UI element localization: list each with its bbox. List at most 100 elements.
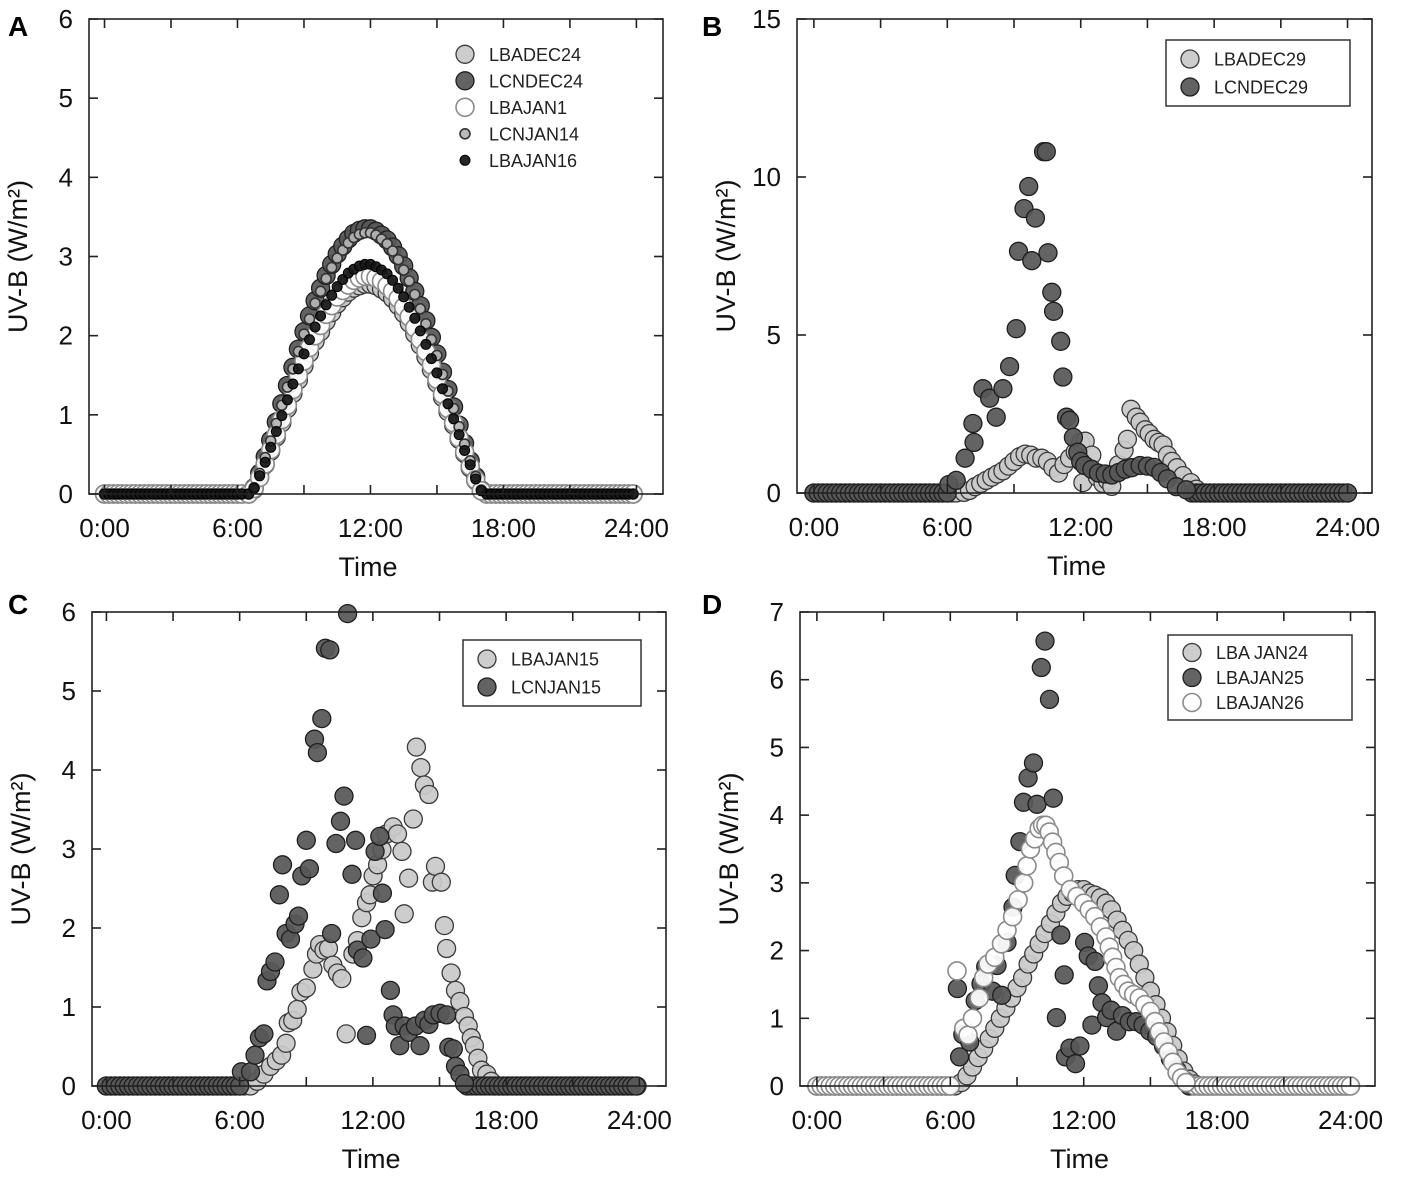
- data-point: [1017, 856, 1037, 876]
- data-point: [398, 868, 419, 888]
- y-tick-label: 1: [770, 1003, 784, 1033]
- data-point: [337, 603, 358, 624]
- legend: LBADEC24 LCNDEC24 LBAJAN1 LCNJAN14 LBAJAN16: [455, 44, 583, 171]
- data-point: [254, 1024, 274, 1044]
- data-point: [425, 353, 437, 365]
- data-point: [265, 952, 285, 972]
- y-tick-label: 2: [770, 936, 784, 966]
- data-point: [443, 1039, 463, 1059]
- data-point: [986, 407, 1006, 427]
- panel-b: B 0:00 6:00 12:00 18:00 24:00 0 5 10 15 Time UV-B (…: [702, 4, 1380, 581]
- legend-marker: [459, 128, 471, 140]
- y-axis-title: UV-B (W/m²): [3, 180, 33, 333]
- y-tick-label: 6: [62, 597, 76, 627]
- legend-marker: [455, 97, 475, 118]
- data-point: [403, 809, 423, 829]
- legend-label: LBADEC29: [1214, 50, 1306, 70]
- data-point: [403, 301, 415, 313]
- data-point: [1176, 1072, 1196, 1093]
- x-tick-label: 18:00: [1185, 1105, 1250, 1135]
- y-tick-label: 1: [59, 400, 73, 430]
- data-point: [448, 413, 460, 425]
- data-point: [409, 312, 421, 324]
- data-point: [325, 261, 338, 274]
- data-point: [240, 1062, 261, 1082]
- legend-label: LCNDEC24: [489, 71, 583, 91]
- data-point: [259, 456, 271, 468]
- data-point: [1013, 873, 1034, 893]
- x-tick-label: 18:00: [474, 1105, 539, 1135]
- data-point: [1051, 925, 1071, 945]
- data-point: [397, 264, 410, 276]
- y-tick-label: 4: [62, 755, 76, 785]
- legend-marker: [455, 71, 475, 91]
- data-point: [326, 289, 338, 301]
- data-point: [1022, 251, 1042, 271]
- data-point: [321, 923, 342, 944]
- x-tick-label: 6:00: [922, 512, 973, 542]
- y-tick-label: 5: [770, 732, 784, 762]
- data-point: [270, 426, 282, 437]
- data-point: [298, 348, 310, 360]
- data-point: [436, 1005, 457, 1025]
- data-point: [326, 833, 346, 854]
- legend-marker: [477, 649, 497, 669]
- legend-label: LBAJAN25: [1216, 668, 1304, 688]
- data-point: [307, 742, 328, 763]
- data-point: [312, 708, 332, 729]
- data-point: [453, 429, 465, 441]
- data-point: [454, 1073, 475, 1094]
- data-point: [265, 441, 277, 453]
- panel-c: C 0:00 6:00 12:00 18:00 24:00 0 1 2 3 4 5 6 Time UV-B …: [6, 589, 672, 1174]
- y-tick-label: 0: [770, 1071, 784, 1101]
- data-point: [1059, 410, 1080, 430]
- data-point: [958, 1025, 978, 1045]
- data-point: [372, 883, 393, 903]
- x-tick-label: 24:00: [1315, 512, 1380, 542]
- data-point: [387, 824, 408, 844]
- x-tick-label: 24:00: [607, 1105, 672, 1135]
- data-point: [309, 321, 321, 333]
- data-point: [392, 253, 405, 266]
- panel-a: A 0:00 6:00 12:00 18:00 24:00 0 1 2 3 4 5 6 Time UV-B …: [3, 4, 669, 582]
- data-point: [334, 786, 354, 806]
- data-point: [269, 885, 290, 905]
- data-point: [1025, 208, 1046, 228]
- data-point: [1042, 282, 1062, 302]
- data-point: [287, 999, 307, 1020]
- x-tick-label: 6:00: [925, 1105, 976, 1135]
- legend-label: LBAJAN1: [489, 98, 567, 118]
- legend-marker: [1182, 692, 1202, 713]
- data-point: [1008, 241, 1029, 261]
- x-tick-label: 0:00: [789, 512, 840, 542]
- data-point: [386, 245, 399, 257]
- y-tick-label: 3: [770, 868, 784, 898]
- x-tick-label: 12:00: [340, 1105, 405, 1135]
- series-lbadec24: [94, 274, 643, 504]
- x-tick-label: 18:00: [471, 513, 536, 543]
- x-tick-label: 6:00: [214, 1105, 265, 1135]
- data-point: [1008, 889, 1028, 910]
- y-tick-label: 15: [752, 4, 781, 34]
- data-point: [245, 1045, 265, 1065]
- data-point: [287, 378, 299, 390]
- data-point: [964, 432, 984, 453]
- data-point: [947, 961, 967, 981]
- legend-label: LBAJAN26: [1216, 693, 1304, 713]
- data-point: [254, 470, 266, 482]
- data-point: [410, 1036, 430, 1056]
- data-point: [356, 1025, 377, 1046]
- data-point: [999, 356, 1020, 377]
- data-point: [394, 904, 414, 924]
- x-tick-label: 24:00: [1318, 1105, 1383, 1135]
- data-point: [296, 978, 316, 998]
- data-point: [315, 310, 327, 322]
- x-axis-title: Time: [342, 1144, 401, 1174]
- y-tick-label: 4: [59, 162, 73, 192]
- data-point: [1117, 429, 1138, 449]
- data-point: [403, 275, 416, 287]
- data-point: [464, 459, 476, 471]
- data-point: [361, 929, 381, 949]
- data-point: [437, 383, 448, 395]
- data-point: [969, 988, 990, 1008]
